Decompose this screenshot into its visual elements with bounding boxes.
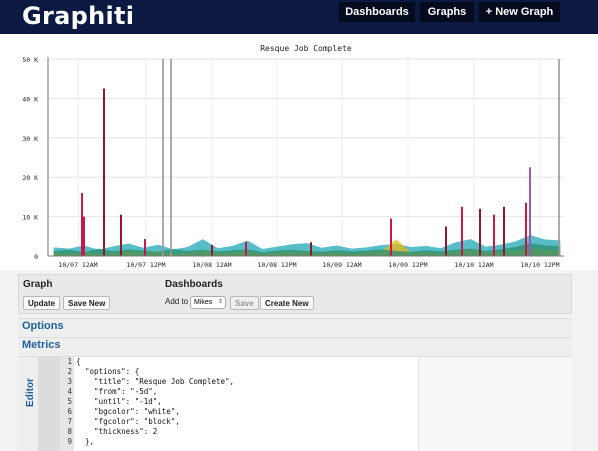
graph-toolbar: Graph Update Save New Dashboards Add to … <box>18 274 572 314</box>
series-area <box>53 243 561 257</box>
y-tick-label: 0 <box>34 253 38 261</box>
dashboard-select-value: Mikes <box>194 299 213 306</box>
chart-grid <box>48 58 564 257</box>
update-button[interactable]: Update <box>23 296 61 310</box>
code-line: "options": { <box>76 367 140 376</box>
code-line: "title": "Resque Job Complete", <box>76 377 235 386</box>
code-line: }, <box>76 437 95 446</box>
y-tick-label: 40 K <box>22 95 38 103</box>
line-number: 1 <box>67 357 72 366</box>
graph-panel: Resque Job Complete 0 10 K 20 K 30 K 40 K 50 … <box>0 34 598 270</box>
nav-new-graph-button[interactable]: + New Graph <box>479 2 560 22</box>
graph-section-title: Graph <box>23 279 53 290</box>
editor-label: Editor <box>24 378 36 407</box>
y-tick-labels: 0 10 K 20 K 30 K 40 K 50 K <box>22 56 38 261</box>
x-tick-label: 10/09 12PM <box>388 261 427 269</box>
line-number: 3 <box>67 377 72 386</box>
editor-panel-header[interactable]: Editor <box>18 357 38 451</box>
top-navbar: Graphiti Dashboards Graphs + New Graph <box>0 0 598 34</box>
create-new-button[interactable]: Create New <box>260 296 314 310</box>
code-line: "from": "-5d", <box>76 387 158 396</box>
x-tick-label: 10/07 12AM <box>58 261 97 269</box>
nav-graphs-button[interactable]: Graphs <box>420 2 474 22</box>
line-number: 8 <box>67 427 72 436</box>
save-button[interactable]: Save <box>230 296 259 310</box>
brand-logo[interactable]: Graphiti <box>22 2 135 30</box>
y-tick-label: 10 K <box>22 214 38 222</box>
code-line: "bgcolor": "white", <box>76 407 180 416</box>
dashboard-select[interactable]: Mikes ⇕ <box>190 296 226 309</box>
x-tick-label: 10/10 12PM <box>520 261 559 269</box>
code-line: "thickness": 2 <box>76 427 158 436</box>
x-tick-label: 10/08 12PM <box>257 261 296 269</box>
x-tick-label: 10/09 12AM <box>322 261 361 269</box>
add-to-label: Add to <box>165 297 189 306</box>
chart-title: Resque Job Complete <box>260 44 352 53</box>
x-tick-label: 10/10 12AM <box>454 261 493 269</box>
graph-chart[interactable]: Resque Job Complete 0 10 K 20 K 30 K 40 K 50 … <box>0 34 598 270</box>
y-tick-label: 50 K <box>22 56 38 64</box>
metrics-label: Metrics <box>22 339 61 351</box>
metrics-panel-header[interactable]: Metrics <box>18 337 572 356</box>
line-number: 6 <box>67 407 72 416</box>
y-tick-label: 20 K <box>22 174 38 182</box>
options-panel-header[interactable]: Options <box>18 318 572 337</box>
dashboards-section-title: Dashboards <box>165 279 223 290</box>
options-label: Options <box>22 320 64 332</box>
editor-gutter-spacer <box>38 357 60 451</box>
save-new-button[interactable]: Save New <box>63 296 111 310</box>
line-number: 2 <box>67 367 72 376</box>
x-tick-label: 10/07 12PM <box>126 261 165 269</box>
line-number: 7 <box>67 417 72 426</box>
x-tick-labels: 10/07 12AM 10/07 12PM 10/08 12AM 10/08 12PM… <box>58 261 559 269</box>
code-line: "until": "-1d", <box>76 397 162 406</box>
x-tick-label: 10/08 12AM <box>192 261 231 269</box>
print-margin <box>418 357 419 451</box>
code-line: { <box>76 357 81 366</box>
chart-series <box>53 235 561 257</box>
line-number: 9 <box>67 437 72 446</box>
editor-right-area <box>419 357 572 451</box>
y-tick-label: 30 K <box>22 135 38 143</box>
json-code-editor[interactable]: { "options": { "title": "Resque Job Comp… <box>76 357 416 451</box>
chart-spikes <box>81 88 531 256</box>
line-number: 5 <box>67 397 72 406</box>
nav-dashboards-button[interactable]: Dashboards <box>339 2 415 22</box>
code-line: "fgcolor": "block", <box>76 417 180 426</box>
select-arrows-icon: ⇕ <box>217 299 223 305</box>
line-number: 4 <box>67 387 72 396</box>
